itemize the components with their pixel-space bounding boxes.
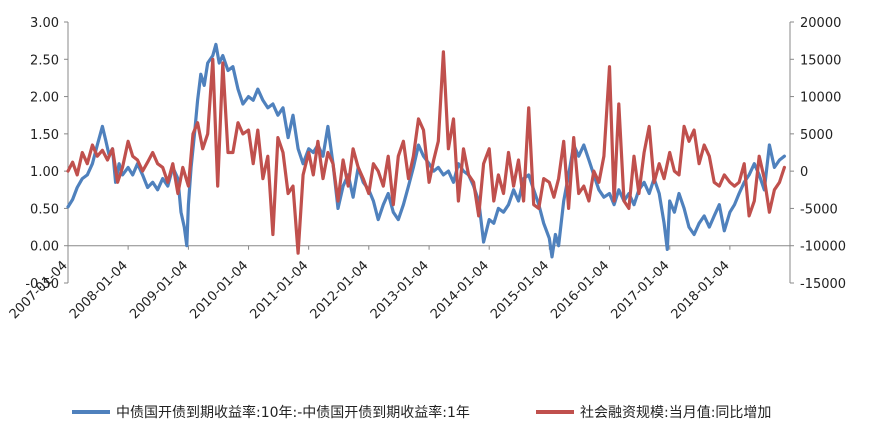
y-right-tick-label: 15000 bbox=[800, 53, 841, 68]
legend: 中债国开债到期收益率:10年:-中债国开债到期收益率:1年 社会融资规模:当月值:… bbox=[72, 404, 771, 421]
y-left-tick-label: 1.50 bbox=[30, 128, 59, 143]
y-left-tick-label: 1.00 bbox=[30, 165, 59, 180]
x-tick-label: 2008-01-04 bbox=[67, 258, 131, 322]
y-right-tick-label: 20000 bbox=[800, 16, 841, 31]
y-left-tick-label: 2.50 bbox=[30, 53, 59, 68]
y-left-tick-label: -0.50 bbox=[25, 277, 59, 292]
legend-label-2: 社会融资规模:当月值:同比增加 bbox=[580, 405, 771, 421]
series-line-1 bbox=[66, 42, 786, 259]
x-tick-label: 2013-01-04 bbox=[368, 258, 432, 322]
x-tick-label: 2014-01-04 bbox=[428, 258, 492, 322]
x-tick-label: 2018-01-04 bbox=[669, 258, 733, 322]
y-left-tick-label: 0.50 bbox=[30, 202, 59, 217]
x-tick-label: 2015-01-04 bbox=[488, 258, 552, 322]
y-right-tick-label: -5000 bbox=[800, 202, 838, 217]
y-right-tick-label: 5000 bbox=[800, 128, 833, 143]
y-right-tick-label: -15000 bbox=[800, 277, 846, 292]
x-tick-label: 2010-01-04 bbox=[187, 258, 251, 322]
x-tick-label: 2012-01-04 bbox=[308, 258, 372, 322]
x-tick-label: 2017-01-04 bbox=[609, 258, 673, 322]
series-layer bbox=[66, 42, 786, 259]
series-line-2 bbox=[66, 50, 786, 255]
y-right-tick-label: 0 bbox=[800, 165, 808, 180]
y-right-tick-label: 10000 bbox=[800, 91, 841, 106]
x-tick-label: 2009-01-04 bbox=[127, 258, 191, 322]
y-left-tick-label: 0.00 bbox=[30, 240, 59, 255]
x-tick-label: 2011-01-04 bbox=[247, 258, 311, 322]
y-right-tick-label: -10000 bbox=[800, 240, 846, 255]
x-tick-label: 2016-01-04 bbox=[548, 258, 612, 322]
legend-label-1: 中债国开债到期收益率:10年:-中债国开债到期收益率:1年 bbox=[116, 404, 470, 421]
x-tick-label: 2007-01-04 bbox=[7, 258, 71, 322]
y-left-tick-label: 2.00 bbox=[30, 91, 59, 106]
y-left-tick-label: 3.00 bbox=[30, 16, 59, 31]
